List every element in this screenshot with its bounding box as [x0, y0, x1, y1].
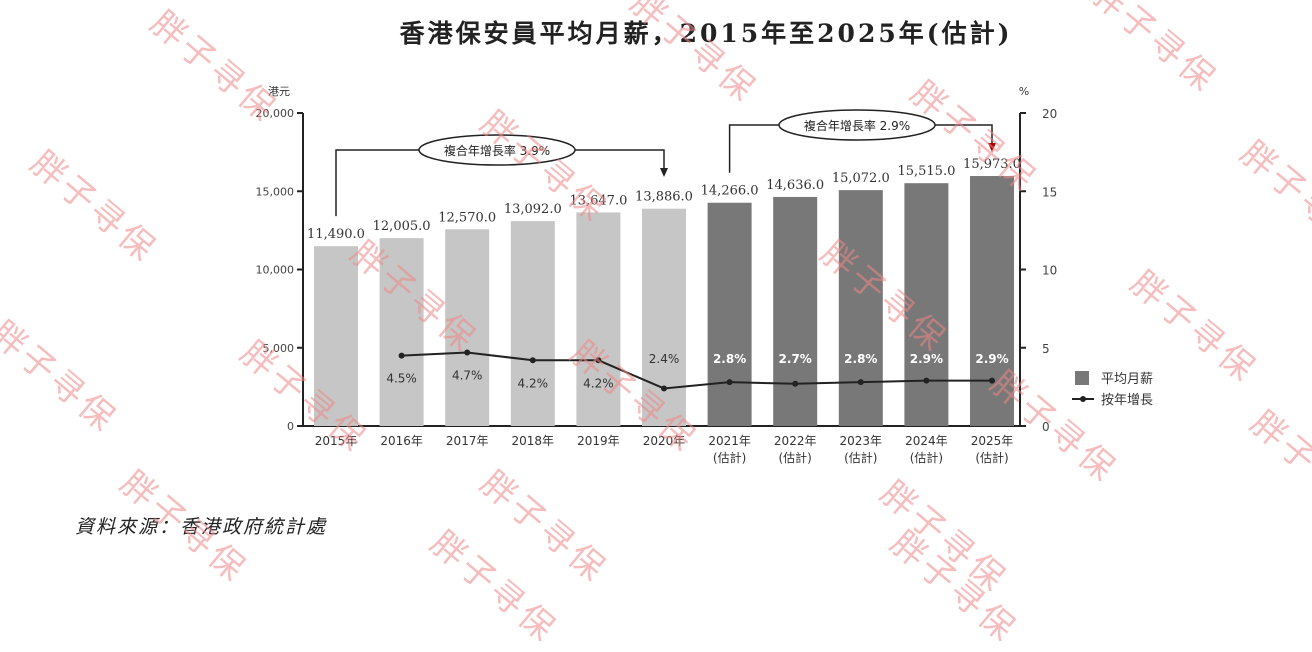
growth-point [792, 380, 799, 387]
annotation-label: 複合年增長率 3.9% [444, 143, 550, 158]
bar [445, 229, 490, 426]
x-tick-label: 2017年 [446, 434, 489, 448]
chart-title: 香港保安員平均月薪，2015年至2025年(估計) [399, 19, 1013, 48]
left-tick-label: 20,000 [256, 107, 295, 120]
bar [379, 238, 424, 426]
bar [314, 246, 358, 426]
chart: 港元 % 0 5,000 10,000 15,000 20,000 0 5 10 15 20 11,49… [256, 85, 1154, 465]
growth-label: 4.7% [452, 368, 483, 382]
left-tick-label: 15,000 [256, 185, 295, 198]
bar [838, 190, 883, 426]
annotation-arrow [660, 168, 668, 177]
right-axis-unit: % [1019, 85, 1029, 98]
right-tick-label: 10 [1042, 264, 1057, 278]
growth-point [857, 379, 864, 386]
legend-line-marker [1080, 396, 1086, 402]
growth-label: 4.2% [518, 376, 549, 390]
x-tick-label: 2018年 [512, 434, 555, 448]
bar [707, 202, 752, 426]
bar-value-label: 13,092.0 [504, 202, 562, 217]
growth-label: 2.4% [649, 352, 680, 366]
growth-point [923, 377, 930, 384]
bar-value-label: 13,647.0 [569, 193, 627, 208]
bar-value-label: 11,490.0 [307, 227, 365, 242]
right-tick-label: 15 [1042, 185, 1057, 199]
growth-label: 4.5% [386, 372, 417, 386]
x-tick-label: (估計) [910, 450, 943, 465]
legend-bar-label: 平均月薪 [1101, 372, 1153, 387]
growth-label: 2.9% [975, 352, 1008, 366]
x-tick-label: 2025年 [971, 434, 1014, 448]
x-tick-label: 2016年 [380, 434, 423, 448]
bar [576, 212, 621, 426]
growth-point [661, 385, 667, 392]
growth-label: 2.9% [910, 352, 943, 366]
growth-point [464, 349, 471, 356]
bar-value-label: 13,886.0 [635, 190, 693, 205]
x-tick-label: (估計) [713, 450, 746, 465]
bar-value-label: 12,570.0 [438, 210, 496, 225]
bar-value-label: 15,973.0 [963, 157, 1021, 172]
growth-point [726, 379, 733, 386]
growth-label: 2.8% [844, 352, 877, 366]
bar [510, 221, 555, 426]
growth-label: 2.8% [713, 352, 746, 366]
bar [642, 208, 686, 426]
right-tick-label: 20 [1042, 107, 1057, 121]
x-tick-label: 2022年 [774, 434, 817, 448]
growth-label: 4.2% [583, 376, 614, 390]
source-note: 資料來源：香港政府統計處 [75, 516, 328, 538]
x-tick-label: 2021年 [708, 434, 751, 448]
bar-value-label: 12,005.0 [373, 219, 431, 234]
annotation-ellipse [418, 134, 576, 166]
legend-bar-swatch [1075, 371, 1089, 385]
bar [970, 176, 1014, 426]
annotation-label: 複合年增長率 2.9% [804, 118, 910, 133]
right-tick-label: 5 [1042, 342, 1050, 356]
x-tick-label: 2020年 [643, 434, 686, 448]
growth-line [401, 351, 992, 390]
x-tick-label: (估計) [779, 450, 812, 465]
bar [773, 196, 818, 426]
x-tick-label: 2019年 [577, 434, 620, 448]
left-axis-unit: 港元 [268, 85, 290, 98]
bar-value-label: 15,515.0 [897, 164, 955, 179]
right-tick-label: 0 [1042, 420, 1050, 434]
x-tick-label: 2023年 [840, 434, 883, 448]
bar-value-label: 15,072.0 [832, 171, 890, 186]
annotation-ellipse [778, 109, 936, 141]
growth-point [529, 357, 536, 364]
bar [904, 183, 949, 426]
x-tick-label: 2024年 [905, 434, 948, 448]
growth-label: 2.7% [779, 352, 812, 366]
left-tick-label: 0 [287, 420, 294, 433]
left-tick-label: 10,000 [256, 264, 295, 277]
growth-point [398, 352, 405, 359]
x-tick-label: 2015年 [315, 434, 358, 448]
growth-point [595, 357, 602, 364]
left-tick-label: 5,000 [263, 342, 295, 355]
bar-value-label: 14,636.0 [766, 178, 824, 193]
annotation-arrow [988, 143, 996, 152]
growth-point [989, 377, 995, 384]
bar-value-label: 14,266.0 [701, 184, 759, 199]
x-tick-label: (估計) [844, 450, 877, 465]
legend-line-label: 按年增長 [1101, 393, 1153, 408]
x-tick-label: (估計) [975, 450, 1008, 465]
